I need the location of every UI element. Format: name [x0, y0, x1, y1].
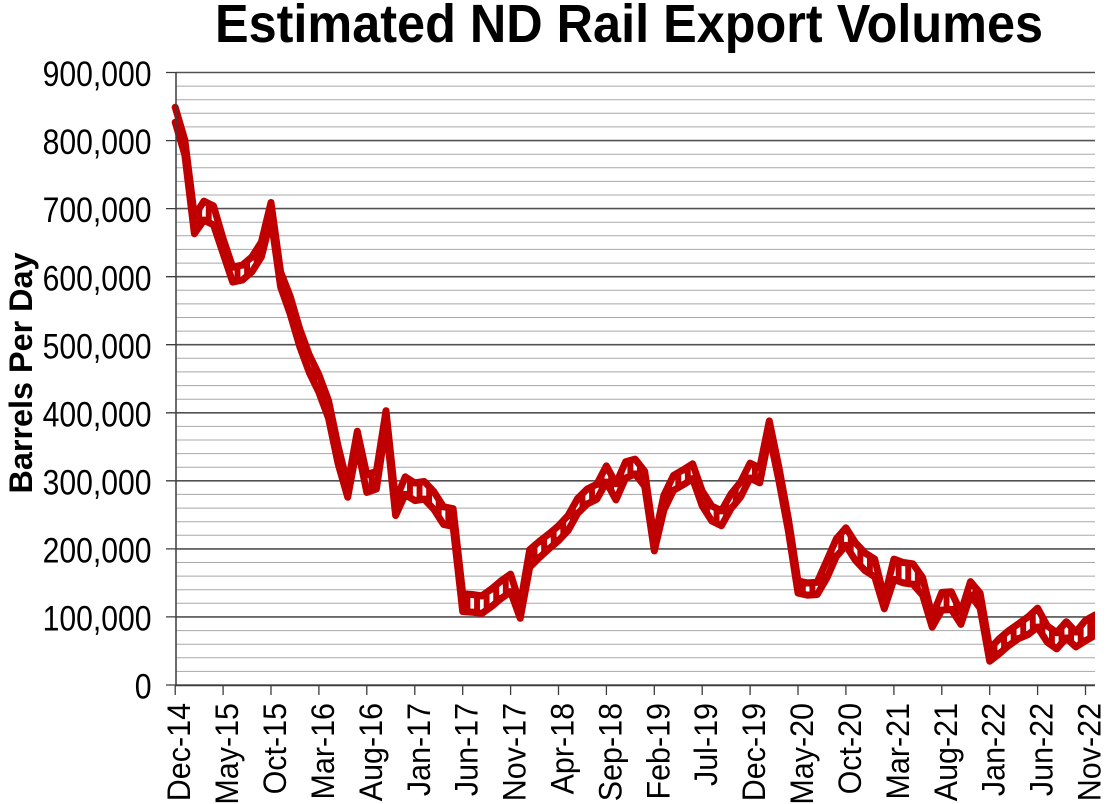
- svg-text:Aug-21: Aug-21: [928, 703, 964, 801]
- svg-text:Nov-17: Nov-17: [497, 703, 533, 801]
- svg-text:Jul-19: Jul-19: [688, 703, 724, 786]
- svg-text:Mar-16: Mar-16: [305, 703, 341, 800]
- svg-text:Nov-22: Nov-22: [1072, 703, 1108, 801]
- svg-text:Barrels Per Day: Barrels Per Day: [3, 252, 39, 493]
- svg-text:Oct-20: Oct-20: [832, 703, 868, 794]
- svg-text:Jan-17: Jan-17: [401, 703, 437, 796]
- svg-text:Estimated ND Rail Export Volum: Estimated ND Rail Export Volumes: [215, 0, 1043, 54]
- svg-text:200,000: 200,000: [43, 531, 152, 571]
- svg-text:Jun-17: Jun-17: [449, 703, 485, 796]
- svg-text:Sep-18: Sep-18: [592, 703, 628, 801]
- svg-text:Jun-22: Jun-22: [1024, 703, 1060, 796]
- svg-text:0: 0: [135, 667, 152, 707]
- svg-text:Apr-18: Apr-18: [545, 703, 581, 794]
- svg-text:800,000: 800,000: [43, 122, 152, 162]
- svg-text:100,000: 100,000: [43, 599, 152, 639]
- svg-text:400,000: 400,000: [43, 394, 152, 434]
- svg-text:Mar-21: Mar-21: [880, 703, 916, 800]
- svg-text:900,000: 900,000: [43, 54, 152, 94]
- svg-text:Dec-19: Dec-19: [736, 703, 772, 801]
- svg-text:500,000: 500,000: [43, 326, 152, 366]
- svg-text:700,000: 700,000: [43, 190, 152, 230]
- svg-text:Oct-15: Oct-15: [257, 703, 293, 794]
- svg-text:600,000: 600,000: [43, 258, 152, 298]
- svg-text:Dec-14: Dec-14: [161, 703, 197, 801]
- svg-text:May-15: May-15: [209, 703, 245, 804]
- svg-text:May-20: May-20: [784, 703, 820, 804]
- svg-text:Feb-19: Feb-19: [640, 703, 676, 800]
- svg-text:Aug-16: Aug-16: [353, 703, 389, 801]
- svg-text:Jan-22: Jan-22: [976, 703, 1012, 796]
- svg-text:300,000: 300,000: [43, 462, 152, 502]
